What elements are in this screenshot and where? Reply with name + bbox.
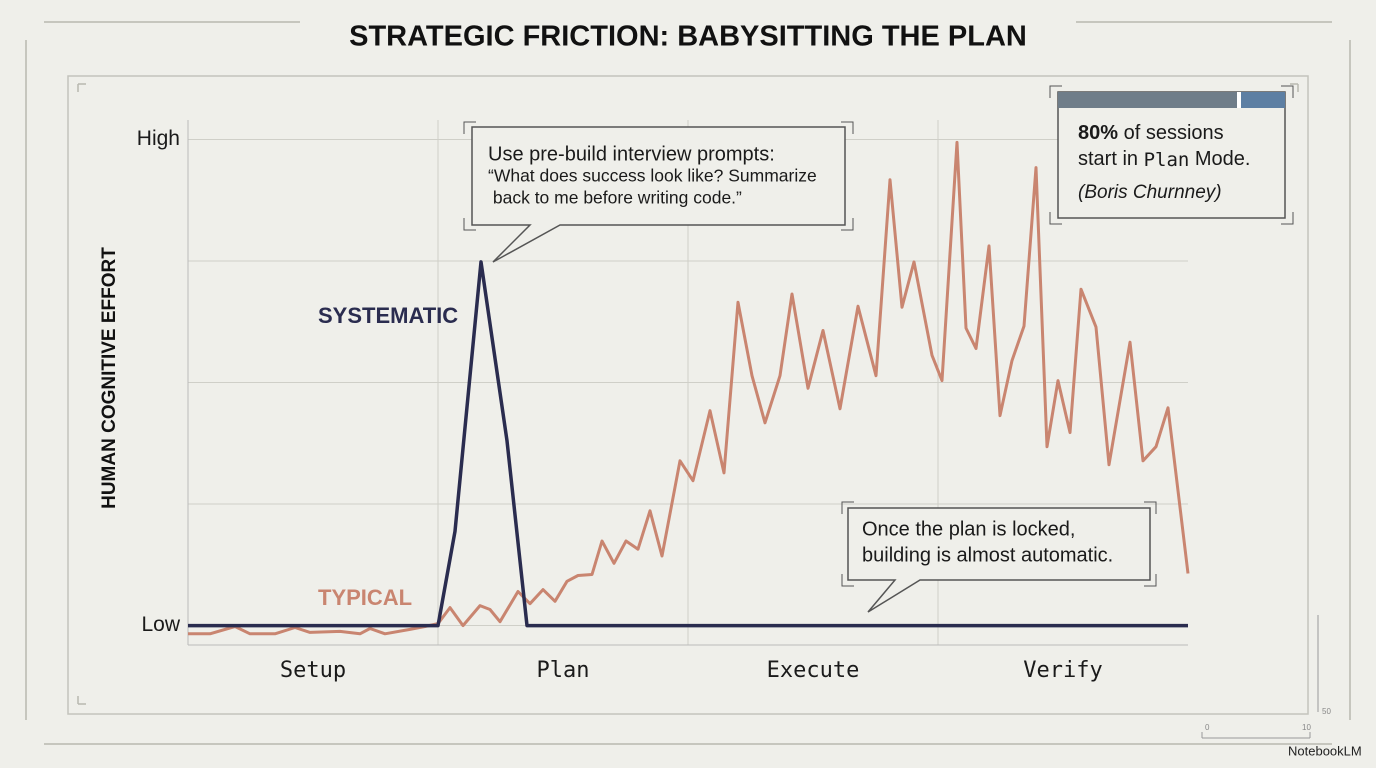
callout-line: building is almost automatic. — [862, 544, 1113, 566]
x-tick-label: Verify — [1023, 658, 1102, 683]
series-line — [188, 140, 1190, 636]
ruler-label: 10 — [1302, 723, 1311, 732]
y-tick-label: High — [137, 127, 180, 150]
stat-text: Mode. — [1189, 148, 1250, 170]
callout-line: Once the plan is locked, — [862, 518, 1075, 540]
stat-mono: Plan — [1144, 149, 1190, 171]
ruler-label: 50 — [1322, 707, 1331, 716]
y-tick-label: Low — [141, 613, 180, 636]
stat-box: 80% of sessions start in Plan Mode. (Bor… — [1049, 85, 1294, 225]
x-tick-label: Setup — [280, 658, 346, 683]
callout-locked: Once the plan is locked, building is alm… — [841, 501, 1157, 613]
chart-title: STRATEGIC FRICTION: BABYSITTING THE PLAN — [349, 21, 1027, 53]
y-axis-label: HUMAN COGNITIVE EFFORT — [99, 247, 120, 509]
stat-line: 80% of sessions — [1078, 122, 1224, 144]
x-tick-label: Plan — [537, 658, 590, 683]
frame — [25, 21, 1351, 745]
brand: NotebookLM — [1288, 743, 1362, 758]
callout-line: “What does success look like? Summarize — [488, 166, 817, 186]
callout-line: Use pre-build interview prompts: — [488, 143, 775, 165]
stat-figure: 80% — [1078, 122, 1118, 144]
ruler-label: 0 — [1205, 723, 1210, 732]
ruler: 0 10 50 — [1201, 615, 1331, 739]
stat-text: of sessions — [1118, 122, 1224, 144]
legend-label: SYSTEMATIC — [318, 303, 458, 328]
stat-text: start in — [1078, 148, 1144, 170]
stat-source: (Boris Churnney) — [1078, 182, 1222, 203]
x-tick-label: Execute — [767, 658, 860, 683]
stat-line: start in Plan Mode. — [1078, 148, 1251, 170]
series-line — [188, 260, 1188, 628]
callout-prompts: Use pre-build interview prompts: “What d… — [463, 121, 854, 263]
legend-label: TYPICAL — [318, 585, 412, 610]
callout-line: back to me before writing code.” — [488, 188, 742, 208]
